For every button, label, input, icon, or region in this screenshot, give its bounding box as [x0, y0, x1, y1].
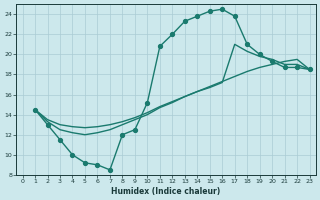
X-axis label: Humidex (Indice chaleur): Humidex (Indice chaleur) [111, 187, 221, 196]
